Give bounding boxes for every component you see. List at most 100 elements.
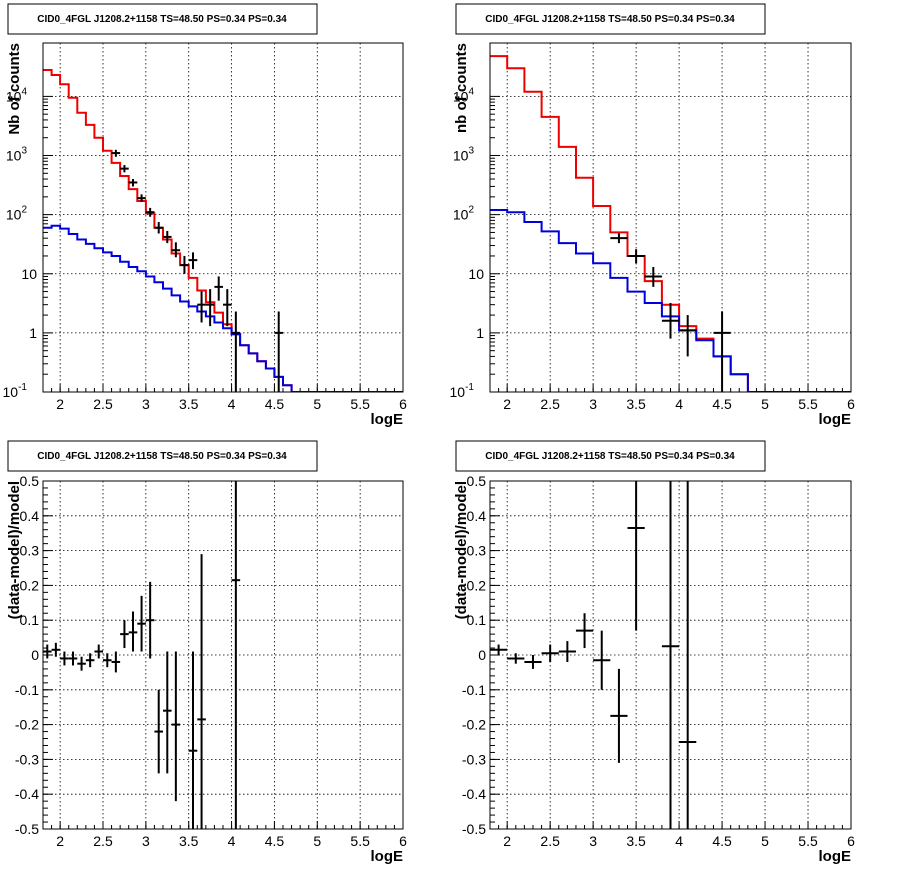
x-tick-label: 3.5 — [179, 833, 199, 849]
data-point — [274, 311, 283, 392]
x-tick-label: 4 — [675, 833, 683, 849]
x-tick-label: 5 — [761, 833, 769, 849]
data-point — [111, 149, 121, 157]
x-tick-label: 3.5 — [626, 396, 646, 412]
plot-frame — [42, 42, 404, 393]
x-tick-label: 5 — [313, 396, 321, 412]
y-tick-label: 1 — [476, 325, 484, 341]
plot-area — [43, 481, 241, 829]
data-point — [644, 267, 662, 287]
data-point — [188, 651, 198, 829]
pad-top-right-counts: CID0_4FGL J1208.2+1158 TS=48.50 PS=0.34 … — [450, 3, 855, 428]
y-tick-label: -0.2 — [462, 717, 486, 733]
data-point — [163, 651, 172, 774]
x-tick-label: 4.5 — [712, 833, 732, 849]
data-point — [713, 311, 731, 392]
data-point — [68, 651, 78, 666]
x-tick-label: 5 — [313, 833, 321, 849]
y-tick-label: 0.1 — [467, 612, 487, 628]
y-tick-label: 102 — [453, 205, 475, 223]
y-tick-label: 0.5 — [467, 473, 487, 489]
data-point — [627, 249, 645, 264]
data-point — [661, 303, 680, 339]
x-tick-label: 2 — [56, 396, 64, 412]
data-point — [197, 554, 206, 829]
x-tick-label: 5 — [761, 396, 769, 412]
data-point — [77, 656, 86, 671]
x-axis-title: logE — [819, 411, 852, 428]
plot-frame — [42, 480, 404, 830]
x-tick-label: 5.5 — [798, 833, 818, 849]
data-point — [180, 255, 189, 274]
pad-bottom-right-residuals: CID0_4FGL J1208.2+1158 TS=48.50 PS=0.34 … — [453, 440, 855, 865]
y-tick-label: 0.4 — [467, 508, 487, 524]
y-tick-label: 0.2 — [20, 577, 40, 593]
data-point — [627, 481, 645, 631]
x-tick-label: 4 — [675, 396, 683, 412]
y-tick-label: -0.4 — [462, 786, 486, 802]
x-tick-label: 2 — [503, 833, 511, 849]
y-tick-label: 102 — [6, 205, 28, 223]
x-tick-label: 2 — [56, 833, 64, 849]
y-axis-title: nb of counts — [453, 43, 470, 133]
data-point — [171, 242, 181, 258]
y-tick-label: 0 — [478, 647, 486, 663]
y-tick-label: 103 — [453, 146, 475, 164]
x-tick-label: 4.5 — [265, 833, 285, 849]
x-tick-label: 3.5 — [626, 833, 646, 849]
pad-title: CID0_4FGL J1208.2+1158 TS=48.50 PS=0.34 … — [485, 14, 735, 25]
y-tick-label: -0.3 — [462, 751, 486, 767]
x-axis-title: logE — [371, 411, 404, 428]
source-model-histogram — [490, 209, 851, 392]
y-tick-label: 0.3 — [467, 543, 487, 559]
data-point — [524, 655, 542, 669]
data-point — [171, 651, 181, 802]
plot-area — [43, 69, 403, 392]
data-point — [137, 595, 146, 652]
y-tick-label: -0.3 — [15, 751, 39, 767]
x-tick-label: 2.5 — [540, 833, 560, 849]
data-point — [111, 651, 121, 673]
y-tick-label: 104 — [6, 86, 28, 104]
y-tick-label: 10-1 — [3, 382, 28, 400]
data-point — [610, 233, 628, 244]
data-point — [145, 207, 155, 217]
pad-title: CID0_4FGL J1208.2+1158 TS=48.50 PS=0.34 … — [37, 14, 287, 25]
pad-title-box — [455, 3, 766, 35]
pad-title-box — [7, 3, 318, 35]
pad-title-box — [455, 440, 766, 472]
y-tick-label: 0.1 — [20, 612, 40, 628]
data-point — [120, 165, 129, 173]
y-tick-label: 1 — [29, 325, 37, 341]
y-tick-label: -0.5 — [462, 821, 486, 837]
y-axis-title: Nb of counts — [6, 43, 23, 135]
x-tick-label: 3 — [589, 396, 597, 412]
total-model-histogram — [43, 69, 403, 392]
data-point — [120, 620, 129, 649]
data-point — [231, 311, 241, 392]
pad-bottom-left-residuals: CID0_4FGL J1208.2+1158 TS=48.50 PS=0.34 … — [6, 440, 407, 865]
data-point — [558, 641, 576, 662]
pad-top-left-counts: CID0_4FGL J1208.2+1158 TS=48.50 PS=0.34 … — [3, 3, 407, 428]
data-point — [679, 481, 697, 829]
pad-title: CID0_4FGL J1208.2+1158 TS=48.50 PS=0.34 … — [485, 451, 735, 462]
data-point — [661, 481, 680, 829]
x-tick-label: 5.5 — [350, 396, 370, 412]
x-tick-label: 6 — [847, 833, 855, 849]
y-tick-label: -0.1 — [15, 682, 39, 698]
y-tick-label: -0.2 — [15, 717, 39, 733]
x-tick-label: 4 — [228, 833, 236, 849]
plot-frame — [489, 480, 852, 830]
x-tick-label: 2.5 — [93, 833, 113, 849]
data-point — [43, 644, 52, 659]
data-point — [507, 653, 525, 664]
y-tick-label: 104 — [453, 86, 475, 104]
x-axis-title: logE — [819, 848, 852, 865]
x-tick-label: 3 — [589, 833, 597, 849]
y-tick-label: 0.5 — [20, 473, 40, 489]
y-tick-label: 10 — [21, 266, 37, 282]
data-point — [163, 230, 172, 244]
data-point — [94, 644, 103, 659]
data-point — [128, 611, 138, 652]
data-point — [128, 179, 138, 187]
